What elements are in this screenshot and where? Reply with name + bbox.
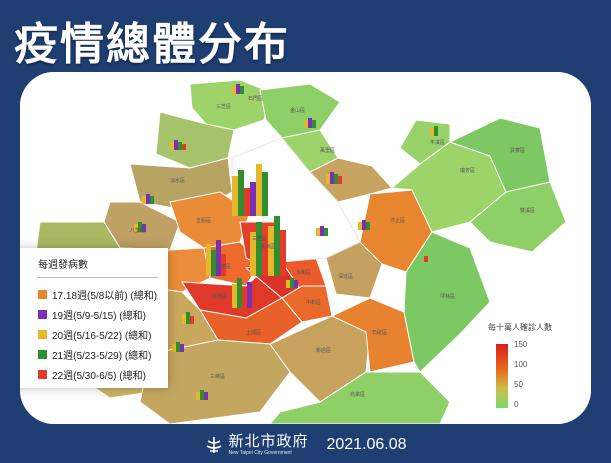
legend: 每週發病數 17.18週(5/8以前) (總和) 19週(5/9-5/15) (… (20, 248, 168, 388)
district-shimen[interactable] (189, 79, 271, 131)
scale-tick: 50 (514, 380, 523, 389)
scale-tick: 0 (514, 400, 519, 409)
legend-swatch (38, 349, 47, 359)
logo-subtext: New Taipei City Government (228, 450, 292, 456)
scale-bar (496, 344, 508, 408)
district-label: 中和區 (306, 299, 321, 306)
district-label: 深坑區 (338, 273, 353, 280)
district-label: 汐止區 (390, 217, 405, 224)
map-card: 三芝區石門區金山區萬里區淡水區八里區林口區五股區泰山區新莊區蘆洲區三重區板橋區樹… (20, 72, 591, 424)
district-map: 三芝區石門區金山區萬里區淡水區八里區林口區五股區泰山區新莊區蘆洲區三重區板橋區樹… (20, 72, 591, 424)
district-label: 新莊區 (216, 263, 231, 270)
legend-swatch (38, 289, 47, 299)
report-date: 2021.06.08 (326, 436, 407, 453)
government-logo: 新北市政府 New Taipei City Government (204, 434, 308, 456)
city-emblem-icon (207, 437, 222, 453)
scale-tick: 100 (514, 360, 528, 369)
district-label: 五股區 (196, 218, 211, 224)
legend-item[interactable]: 21週(5/23-5/29) (總和) (38, 344, 158, 364)
district-pinglin[interactable] (403, 231, 491, 373)
scale-title: 每十萬人確診人數 (488, 323, 552, 332)
legend-item[interactable]: 22週(5/30-6/5) (總和) (38, 364, 158, 384)
legend-title: 每週發病數 (38, 256, 158, 278)
district-wulai[interactable] (269, 371, 451, 424)
district-label: 坪林區 (440, 293, 455, 300)
district-label: 三峽區 (210, 373, 225, 380)
legend-label: 22週(5/30-6/5) (總和) (52, 370, 146, 382)
legend-swatch (38, 309, 47, 319)
district-label: 石門區 (248, 96, 263, 102)
footer: 新北市政府 New Taipei City Government 2021.06… (0, 430, 611, 460)
bar-cluster-tucheng (232, 278, 252, 308)
district-gongliao[interactable] (448, 117, 551, 193)
district-label: 永和區 (296, 269, 311, 276)
logo-text: 新北市政府 (228, 432, 309, 450)
legend-label: 21週(5/23-5/29) (總和) (52, 350, 152, 362)
bar-cluster-sanchong (232, 164, 268, 216)
district-label: 金山區 (290, 107, 305, 114)
district-label: 三芝區 (216, 103, 231, 110)
legend-label: 17.18週(5/8以前) (總和) (52, 290, 158, 302)
district-label: 雙溪區 (520, 207, 535, 214)
district-label: 八里區 (130, 228, 145, 234)
bar-cluster-banqiao (250, 216, 286, 276)
district-label: 淡水區 (170, 177, 185, 184)
bar-cluster-xinzhuang (206, 240, 226, 276)
district-label: 新店區 (316, 347, 331, 354)
district-label: 蘆洲區 (260, 243, 275, 250)
page-title: 疫情總體分布 (14, 19, 290, 70)
district-label: 板橋區 (212, 293, 227, 300)
district-label: 土城區 (246, 329, 261, 336)
legend-swatch (38, 329, 47, 339)
legend-item[interactable]: 20週(5/16-5/22) (總和) (38, 324, 158, 344)
legend-label: 20週(5/16-5/22) (總和) (52, 330, 152, 342)
color-scale: 每十萬人確診人數 150 100 50 0 (488, 322, 558, 412)
district-label: 貢寮區 (510, 147, 525, 154)
district-sanxia[interactable] (139, 339, 291, 424)
district-label: 烏來區 (350, 391, 365, 398)
district-label: 瑞芳區 (460, 167, 475, 174)
legend-item[interactable]: 17.18週(5/8以前) (總和) (38, 284, 158, 304)
legend-label: 19週(5/9-5/15) (總和) (52, 310, 146, 322)
district-label: 石碇區 (372, 329, 387, 336)
scale-tick: 150 (514, 340, 528, 349)
district-label: 三重區 (252, 235, 267, 242)
district-label: 萬里區 (320, 147, 335, 154)
legend-swatch (38, 369, 47, 379)
legend-item[interactable]: 19週(5/9-5/15) (總和) (38, 304, 158, 324)
district-label: 平溪區 (430, 139, 445, 146)
